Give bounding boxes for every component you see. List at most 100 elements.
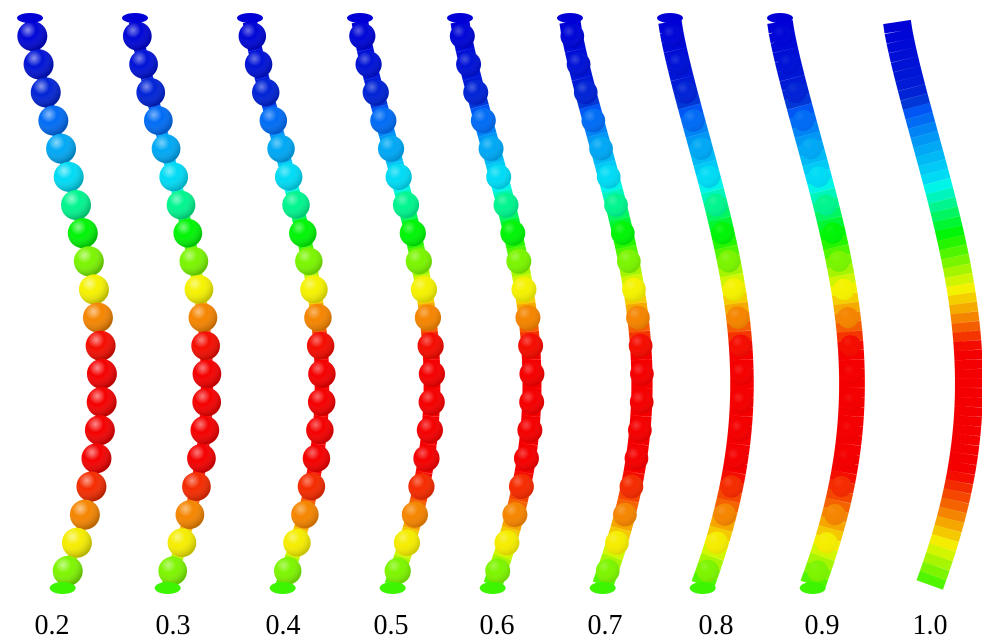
bead-shine xyxy=(596,559,620,583)
bead-shine xyxy=(415,304,441,330)
bead-shine xyxy=(828,251,849,272)
chain-segment xyxy=(909,78,911,87)
bead-shine xyxy=(136,78,165,107)
chain-segment xyxy=(959,472,961,481)
panel-label: 0.4 xyxy=(266,610,301,641)
bead-shine xyxy=(363,79,389,105)
chain-segment xyxy=(934,172,937,181)
chain-segment xyxy=(900,41,902,50)
end-cap xyxy=(122,13,148,23)
bead-shine xyxy=(295,248,323,276)
end-cap xyxy=(657,13,683,23)
bead-shine xyxy=(629,334,653,358)
bead-shine xyxy=(674,81,697,104)
panel-label: 0.9 xyxy=(805,610,840,641)
bead-shine xyxy=(192,388,221,417)
end-cap xyxy=(800,582,826,594)
chain xyxy=(657,13,753,594)
chain xyxy=(237,13,336,594)
chain-segment xyxy=(965,322,966,331)
bead-shine xyxy=(193,360,222,389)
bead-shine xyxy=(385,558,411,584)
chain-segment xyxy=(955,257,957,266)
bead-shine xyxy=(291,501,319,529)
bead-shine xyxy=(402,502,428,528)
bead-shine xyxy=(630,390,654,414)
bead-shine xyxy=(833,279,854,300)
bead-shine xyxy=(831,476,852,497)
bead-shine xyxy=(394,530,420,556)
chain-segment xyxy=(949,228,951,237)
bead-shine xyxy=(378,136,404,162)
bead-shine xyxy=(471,108,496,133)
bead-shine xyxy=(815,194,836,215)
page: 0.20.30.40.50.60.70.80.91.0 (() => { con… xyxy=(0,0,982,641)
chain-segment xyxy=(904,60,906,69)
chain-segment xyxy=(902,50,904,59)
bead-shine xyxy=(417,333,443,359)
bead-shine xyxy=(625,446,649,470)
bead-shine xyxy=(349,23,375,49)
chain-segment xyxy=(955,491,957,500)
bead-shine xyxy=(605,531,629,555)
chain-segment xyxy=(929,153,932,162)
chain-segment xyxy=(927,144,930,153)
bead-shine xyxy=(190,416,219,445)
bead-shine xyxy=(167,191,196,220)
bead-shine xyxy=(182,472,211,501)
bead-shine xyxy=(17,21,47,51)
bead-shine xyxy=(260,107,288,134)
bead-shine xyxy=(308,388,336,416)
panel-label: 0.5 xyxy=(374,610,409,641)
bead-shine xyxy=(816,532,837,553)
bead-shine xyxy=(574,81,598,105)
bead-shine xyxy=(144,106,173,135)
chain-segment xyxy=(953,501,955,510)
chain-segment xyxy=(967,341,968,350)
chain-segment xyxy=(957,482,959,491)
bead-shine xyxy=(185,275,214,304)
bead-shine xyxy=(589,137,613,161)
bead-shine xyxy=(61,190,91,220)
bead-shine xyxy=(690,137,713,160)
chain-segment xyxy=(964,444,965,453)
bead-shine xyxy=(723,278,746,301)
bead-shine xyxy=(187,444,216,473)
bead-shine xyxy=(179,247,208,276)
bead-shine xyxy=(306,416,334,444)
chain xyxy=(557,13,654,594)
bead-shine xyxy=(275,163,303,191)
bead-shine xyxy=(514,446,539,471)
bead-shine xyxy=(622,278,646,302)
bead-shine xyxy=(682,109,705,131)
bead-shine xyxy=(626,306,650,330)
bead-shine xyxy=(38,106,68,136)
chain-segment xyxy=(932,163,935,172)
bead-shine xyxy=(778,54,799,75)
panel-label: 0.2 xyxy=(35,610,70,641)
bead-shine xyxy=(53,556,83,586)
bead-shine xyxy=(718,250,741,273)
chain-segment xyxy=(966,425,967,434)
bead-shine xyxy=(630,362,654,386)
bead-shine xyxy=(661,25,684,48)
bead-shine xyxy=(168,528,197,557)
bead-shine xyxy=(836,448,857,469)
bead-shine xyxy=(413,445,439,471)
end-cap xyxy=(590,582,616,594)
end-cap xyxy=(480,582,506,594)
chain-segment xyxy=(951,238,953,247)
bead-shine xyxy=(283,529,311,557)
bead-shine xyxy=(785,82,806,103)
bead-shine xyxy=(729,334,752,357)
bead-shine xyxy=(400,220,426,246)
bead-shine xyxy=(727,306,750,329)
bead-shine xyxy=(706,532,729,555)
chain-segment xyxy=(914,97,917,106)
bead-shine xyxy=(300,276,328,304)
chain-segment xyxy=(942,538,945,547)
chain-segment xyxy=(964,313,965,322)
bead-shine xyxy=(705,194,728,217)
bead-shine xyxy=(417,417,443,443)
end-cap xyxy=(50,582,76,594)
